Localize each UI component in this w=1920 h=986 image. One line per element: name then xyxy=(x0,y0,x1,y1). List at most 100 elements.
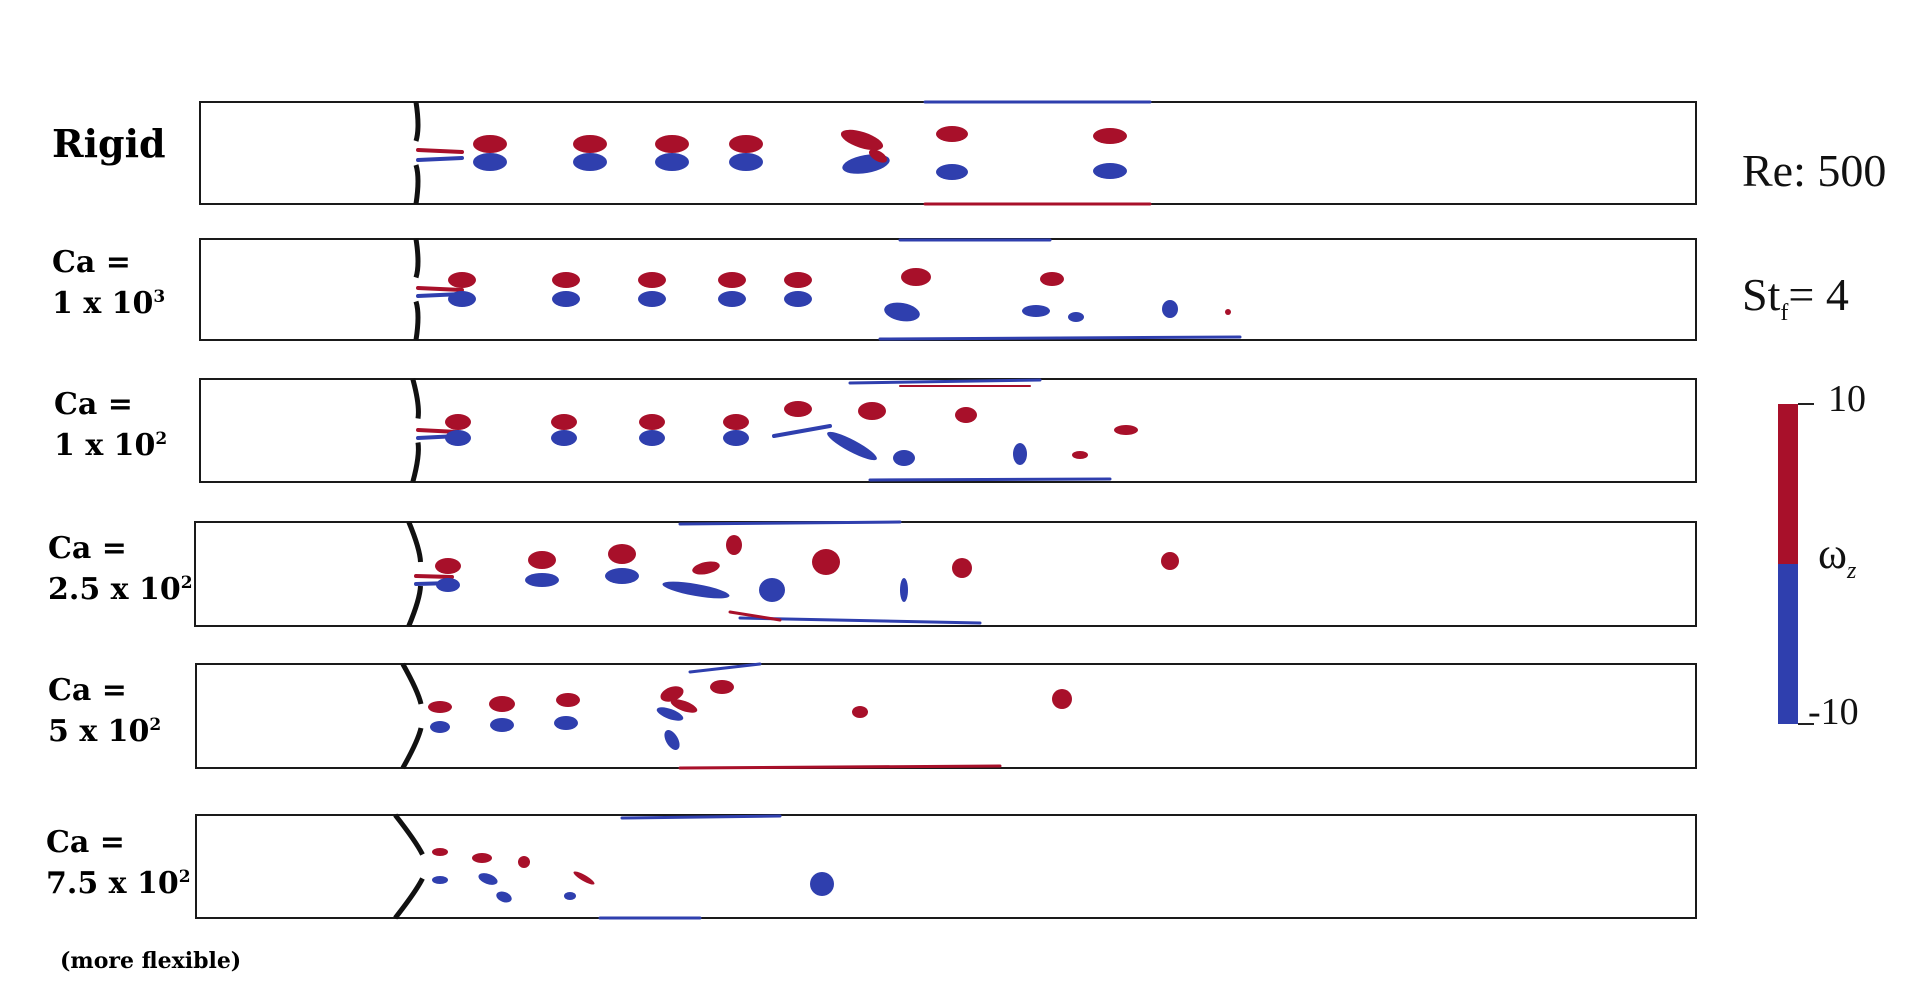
channel-panel-frame xyxy=(199,101,1697,205)
positive-vortex xyxy=(784,401,812,417)
panel-label-line1: Ca = xyxy=(46,825,125,860)
colorbar-symbol: ωz xyxy=(1818,529,1857,584)
flexible-filament-upper xyxy=(413,101,421,142)
flexible-filament-lower xyxy=(410,442,421,483)
positive-vortex xyxy=(726,535,742,555)
positive-shear-layer xyxy=(728,610,782,622)
negative-vortex xyxy=(729,153,763,171)
positive-vortex xyxy=(556,693,580,707)
positive-vortex xyxy=(692,561,720,575)
negative-vortex xyxy=(656,707,684,721)
positive-vortex xyxy=(1072,451,1088,459)
negative-shear-layer xyxy=(688,662,762,674)
positive-vortex xyxy=(1225,309,1231,315)
positive-vortex xyxy=(489,696,515,712)
positive-vortex xyxy=(473,135,507,153)
positive-vortex xyxy=(784,272,812,288)
flexible-filament-upper xyxy=(393,813,425,856)
positive-vortex xyxy=(1040,272,1064,286)
negative-vortex xyxy=(1022,305,1050,317)
panel-label-ca-1e2: Ca = 1 x 102 xyxy=(54,387,168,463)
channel-panel-frame xyxy=(195,814,1697,919)
panel-label-ca-5e2: Ca = 5 x 102 xyxy=(48,673,161,749)
panel-label-line2: 1 x 103 xyxy=(52,285,166,321)
channel-panel-frame xyxy=(195,663,1697,769)
exponent: 3 xyxy=(153,286,166,307)
negative-shear-layer xyxy=(620,814,782,820)
negative-vortex xyxy=(723,430,749,446)
positive-vortex xyxy=(608,544,636,564)
negative-vortex xyxy=(551,430,577,446)
positive-vortex xyxy=(573,871,595,885)
negative-vortex xyxy=(664,730,680,750)
positive-vortex xyxy=(655,135,689,153)
panel-label-ca-2-5e2: Ca = 2.5 x 102 xyxy=(48,531,193,607)
positive-vortex xyxy=(901,268,931,286)
positive-vortex xyxy=(448,272,476,288)
negative-vortex xyxy=(436,578,460,592)
negative-vortex xyxy=(430,721,450,733)
negative-vortex xyxy=(827,431,877,461)
negative-shear-layer xyxy=(678,520,902,526)
positive-vortex xyxy=(812,549,840,575)
positive-vortex xyxy=(852,706,868,718)
positive-vortex xyxy=(1114,425,1138,435)
colorbar-positive-segment xyxy=(1778,404,1798,564)
negative-vortex xyxy=(639,430,665,446)
positive-vortex xyxy=(710,680,734,694)
negative-vortex xyxy=(432,876,448,884)
positive-vortex xyxy=(660,686,684,702)
positive-vortex xyxy=(432,848,448,856)
negative-vortex xyxy=(784,291,812,307)
positive-vortex xyxy=(1161,552,1179,570)
negative-vortex xyxy=(554,716,578,730)
channel-panel-frame xyxy=(194,521,1697,627)
exponent: 2 xyxy=(180,572,193,593)
positive-shear-layer xyxy=(414,574,454,579)
positive-vortex xyxy=(868,149,888,163)
positive-vortex xyxy=(472,853,492,863)
negative-vortex xyxy=(759,578,785,602)
panel-label-line2: 7.5 x 102 xyxy=(46,865,191,901)
negative-vortex xyxy=(718,291,746,307)
colorbar-symbol-subscript: z xyxy=(1846,557,1857,584)
positive-vortex xyxy=(551,414,577,430)
panel-label-line1: Ca = xyxy=(48,531,127,566)
negative-vortex xyxy=(445,430,471,446)
positive-shear-layer xyxy=(416,148,464,154)
flexible-filament-upper xyxy=(406,521,423,563)
positive-vortex xyxy=(573,135,607,153)
panel-label-line1: Ca = xyxy=(48,673,127,708)
positive-vortex xyxy=(858,402,886,420)
negative-vortex xyxy=(900,578,908,602)
positive-vortex xyxy=(840,129,884,151)
panel-label-line1: Ca = xyxy=(54,387,133,422)
colorbar-negative-segment xyxy=(1778,564,1798,724)
colorbar-max-label: 10 xyxy=(1828,378,1866,420)
positive-vortex xyxy=(552,272,580,288)
negative-shear-layer xyxy=(868,477,1112,482)
positive-vortex xyxy=(639,414,665,430)
positive-vortex xyxy=(955,407,977,423)
negative-vortex xyxy=(893,450,915,466)
positive-vortex xyxy=(445,414,471,430)
negative-vortex xyxy=(605,568,639,584)
negative-vortex xyxy=(884,302,920,322)
negative-vortex xyxy=(473,153,507,171)
exponent: 2 xyxy=(155,428,168,449)
flexibility-note: (more flexible) xyxy=(60,948,242,974)
flexible-filament-upper xyxy=(400,662,424,705)
negative-vortex xyxy=(496,891,512,903)
flexible-filament-upper xyxy=(413,238,421,279)
flexible-filament-lower xyxy=(413,300,421,341)
panel-label-rigid: Rigid xyxy=(52,121,166,166)
negative-vortex xyxy=(1013,443,1027,465)
positive-shear-layer xyxy=(416,286,464,292)
panel-label-ca-1e3: Ca = 1 x 103 xyxy=(52,245,166,321)
negative-vortex xyxy=(655,153,689,171)
negative-shear-layer xyxy=(416,156,464,162)
negative-vortex xyxy=(478,873,498,885)
negative-shear-layer xyxy=(878,335,1242,341)
positive-vortex xyxy=(936,126,968,142)
negative-vortex xyxy=(552,291,580,307)
